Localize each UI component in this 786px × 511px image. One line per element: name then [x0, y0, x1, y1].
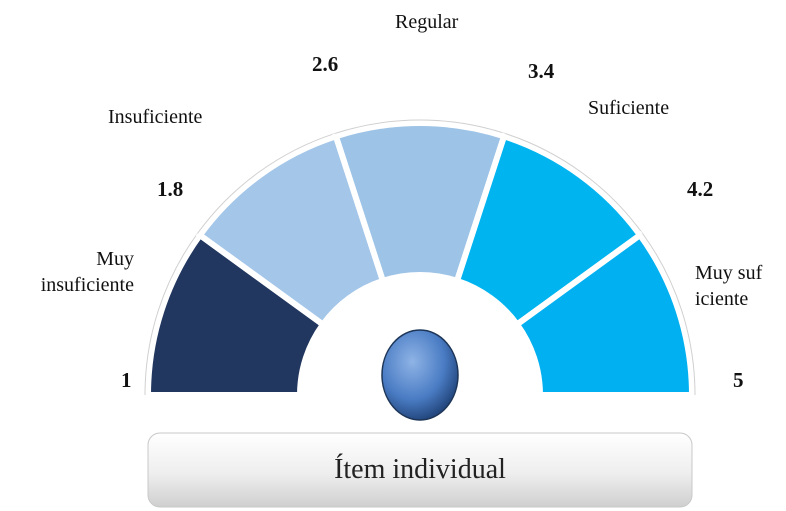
segments	[144, 119, 696, 398]
segment-label: Muy suficiente	[695, 262, 763, 310]
segment-edge	[642, 233, 696, 396]
segment-edge	[504, 132, 643, 234]
scale-tick-label: 5	[733, 368, 744, 392]
gauge-segment	[512, 230, 696, 398]
segment-label: Suficiente	[588, 97, 670, 119]
button-label: Ítem individual	[334, 454, 506, 485]
segment-edge	[144, 233, 198, 396]
scale-tick-label: 1.8	[157, 177, 184, 201]
item-button	[147, 432, 693, 508]
scale-tick-label: 2.6	[312, 52, 339, 76]
segment-label: Insuficiente	[108, 106, 203, 128]
scale-tick-label: 1	[121, 368, 132, 392]
segment-edge	[334, 119, 506, 134]
scale-tick-label: 3.4	[528, 59, 555, 83]
segment-label: Muy insuficiente	[40, 248, 134, 296]
scale-tick-label: 4.2	[687, 177, 714, 201]
segment-label: Regular	[395, 11, 459, 33]
needle-knob	[381, 329, 459, 421]
segment-edge	[197, 132, 336, 234]
